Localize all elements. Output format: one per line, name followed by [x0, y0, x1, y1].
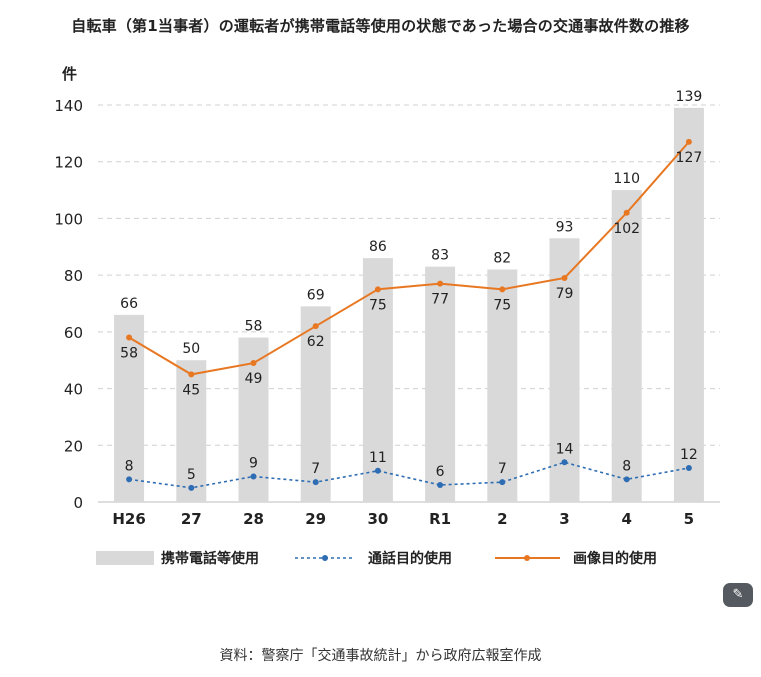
x-tick-label: 27 — [181, 510, 202, 528]
bar-value-label: 69 — [307, 287, 325, 303]
bar — [114, 314, 145, 502]
point-image-purpose — [126, 334, 133, 341]
edit-button[interactable]: ✎ — [723, 583, 753, 607]
series-line-image-purpose — [128, 141, 690, 376]
legend-label-call: 通話目的使用 — [368, 550, 452, 567]
line-series — [126, 138, 692, 491]
image-purpose-value-label: 62 — [307, 334, 325, 350]
x-tick-label: 29 — [305, 510, 326, 528]
x-tick-label: 5 — [684, 510, 694, 528]
point-image-purpose — [685, 138, 692, 145]
image-purpose-value-label: 75 — [493, 297, 511, 313]
chart-title: 自転車（第1当事者）の運転者が携帯電話等使用の状態であった場合の交通事故件数の推… — [71, 17, 690, 35]
point-image-purpose — [250, 360, 257, 367]
point-call-purpose — [312, 479, 319, 486]
call-purpose-value-label: 7 — [311, 461, 320, 477]
image-purpose-value-label: 58 — [120, 346, 138, 362]
image-purpose-value-label: 79 — [556, 286, 574, 302]
point-image-purpose — [188, 371, 195, 378]
y-tick-label: 100 — [54, 210, 83, 228]
bar-value-label: 93 — [556, 219, 574, 235]
image-purpose-value-label: 77 — [431, 292, 449, 308]
legend-label-image: 画像目的使用 — [573, 550, 657, 567]
call-purpose-value-label: 14 — [556, 441, 574, 457]
call-purpose-value-label: 5 — [187, 467, 196, 483]
bar — [300, 306, 331, 502]
point-call-purpose — [437, 481, 444, 488]
point-call-purpose — [188, 484, 195, 491]
y-tick-label: 80 — [64, 267, 83, 285]
y-tick-label: 140 — [54, 97, 83, 115]
bar-value-label: 66 — [120, 296, 138, 312]
x-tick-label: 4 — [621, 510, 631, 528]
bar-value-label: 83 — [431, 248, 449, 264]
y-tick-label: 0 — [73, 494, 83, 512]
point-call-purpose — [250, 473, 257, 480]
call-purpose-value-label: 7 — [498, 461, 507, 477]
legend-label-bar: 携帯電話等使用 — [161, 550, 259, 567]
call-purpose-value-label: 6 — [436, 464, 445, 480]
bar-value-label: 50 — [182, 341, 200, 357]
image-purpose-value-label: 102 — [613, 221, 640, 237]
bar-value-label: 110 — [613, 171, 640, 187]
x-tick-label: R1 — [429, 510, 451, 528]
x-tick-label: 28 — [243, 510, 264, 528]
bar — [362, 258, 393, 502]
point-call-purpose — [561, 459, 568, 466]
x-tick-label: 3 — [559, 510, 569, 528]
point-image-purpose — [312, 323, 319, 330]
bar — [176, 360, 207, 502]
image-purpose-value-label: 127 — [676, 150, 703, 166]
point-call-purpose — [499, 479, 506, 486]
magic-wand-icon: ✎ — [732, 587, 744, 602]
bar-series — [114, 107, 704, 503]
call-purpose-value-label: 8 — [125, 458, 134, 474]
x-tick-label: 30 — [367, 510, 388, 528]
bar — [611, 190, 642, 503]
call-purpose-value-label: 8 — [622, 458, 631, 474]
bar — [549, 238, 580, 502]
x-tick-label: H26 — [112, 510, 145, 528]
point-call-purpose — [374, 467, 381, 474]
bar-value-label: 82 — [493, 250, 511, 266]
image-purpose-value-label: 45 — [182, 382, 200, 398]
legend-marker-call — [322, 555, 328, 561]
image-purpose-value-label: 49 — [245, 371, 263, 387]
image-purpose-value-label: 75 — [369, 297, 387, 313]
legend: 携帯電話等使用 通話目的使用 画像目的使用 — [96, 550, 657, 567]
y-tick-label: 120 — [54, 154, 83, 172]
point-image-purpose — [561, 274, 568, 281]
bar-value-label: 86 — [369, 239, 387, 255]
point-call-purpose — [623, 476, 630, 483]
y-tick-label: 20 — [64, 437, 83, 455]
x-tick-label: 2 — [497, 510, 507, 528]
source-note: 資料：警察庁「交通事故統計」から政府広報室作成 — [219, 648, 542, 664]
call-purpose-value-label: 11 — [369, 450, 387, 466]
point-image-purpose — [374, 286, 381, 293]
call-purpose-value-label: 12 — [680, 447, 698, 463]
y-tick-label: 60 — [64, 324, 83, 342]
y-tick-label: 40 — [64, 381, 83, 399]
legend-swatch-bar — [96, 551, 154, 565]
bar — [673, 107, 704, 502]
legend-marker-image — [524, 555, 530, 561]
point-call-purpose — [126, 476, 133, 483]
point-image-purpose — [623, 209, 630, 216]
point-image-purpose — [437, 280, 444, 287]
bar — [487, 269, 518, 502]
point-image-purpose — [499, 286, 506, 293]
call-purpose-value-label: 9 — [249, 455, 258, 471]
bar-value-label: 139 — [676, 89, 703, 105]
bar-value-label: 58 — [245, 319, 263, 335]
series-line-call-purpose — [128, 461, 690, 489]
point-call-purpose — [685, 464, 692, 471]
bar — [425, 266, 456, 502]
y-axis-label: 件 — [62, 65, 77, 83]
